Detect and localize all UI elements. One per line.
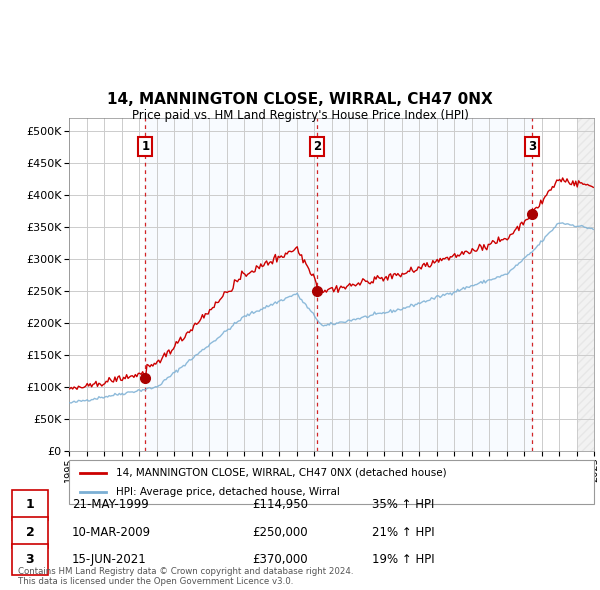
Text: 1: 1 [142,140,149,153]
Text: £370,000: £370,000 [252,553,308,566]
Text: 2: 2 [313,140,321,153]
Text: 15-JUN-2021: 15-JUN-2021 [72,553,147,566]
Text: 19% ↑ HPI: 19% ↑ HPI [372,553,434,566]
Text: 10-MAR-2009: 10-MAR-2009 [72,526,151,539]
Text: 21% ↑ HPI: 21% ↑ HPI [372,526,434,539]
Text: 14, MANNINGTON CLOSE, WIRRAL, CH47 0NX: 14, MANNINGTON CLOSE, WIRRAL, CH47 0NX [107,93,493,107]
Bar [577,118,600,451]
Text: £250,000: £250,000 [252,526,308,539]
Text: 3: 3 [528,140,536,153]
Bar [145,118,532,451]
Text: 3: 3 [26,553,34,566]
Text: Price paid vs. HM Land Registry's House Price Index (HPI): Price paid vs. HM Land Registry's House … [131,109,469,122]
Text: £114,950: £114,950 [252,499,308,512]
Text: 21-MAY-1999: 21-MAY-1999 [72,499,149,512]
Text: 1: 1 [26,499,34,512]
Text: 2: 2 [26,526,34,539]
FancyBboxPatch shape [69,460,594,504]
Text: HPI: Average price, detached house, Wirral: HPI: Average price, detached house, Wirr… [116,487,340,497]
Text: Contains HM Land Registry data © Crown copyright and database right 2024.
This d: Contains HM Land Registry data © Crown c… [18,567,353,586]
Text: 14, MANNINGTON CLOSE, WIRRAL, CH47 0NX (detached house): 14, MANNINGTON CLOSE, WIRRAL, CH47 0NX (… [116,468,447,477]
Text: 35% ↑ HPI: 35% ↑ HPI [372,499,434,512]
